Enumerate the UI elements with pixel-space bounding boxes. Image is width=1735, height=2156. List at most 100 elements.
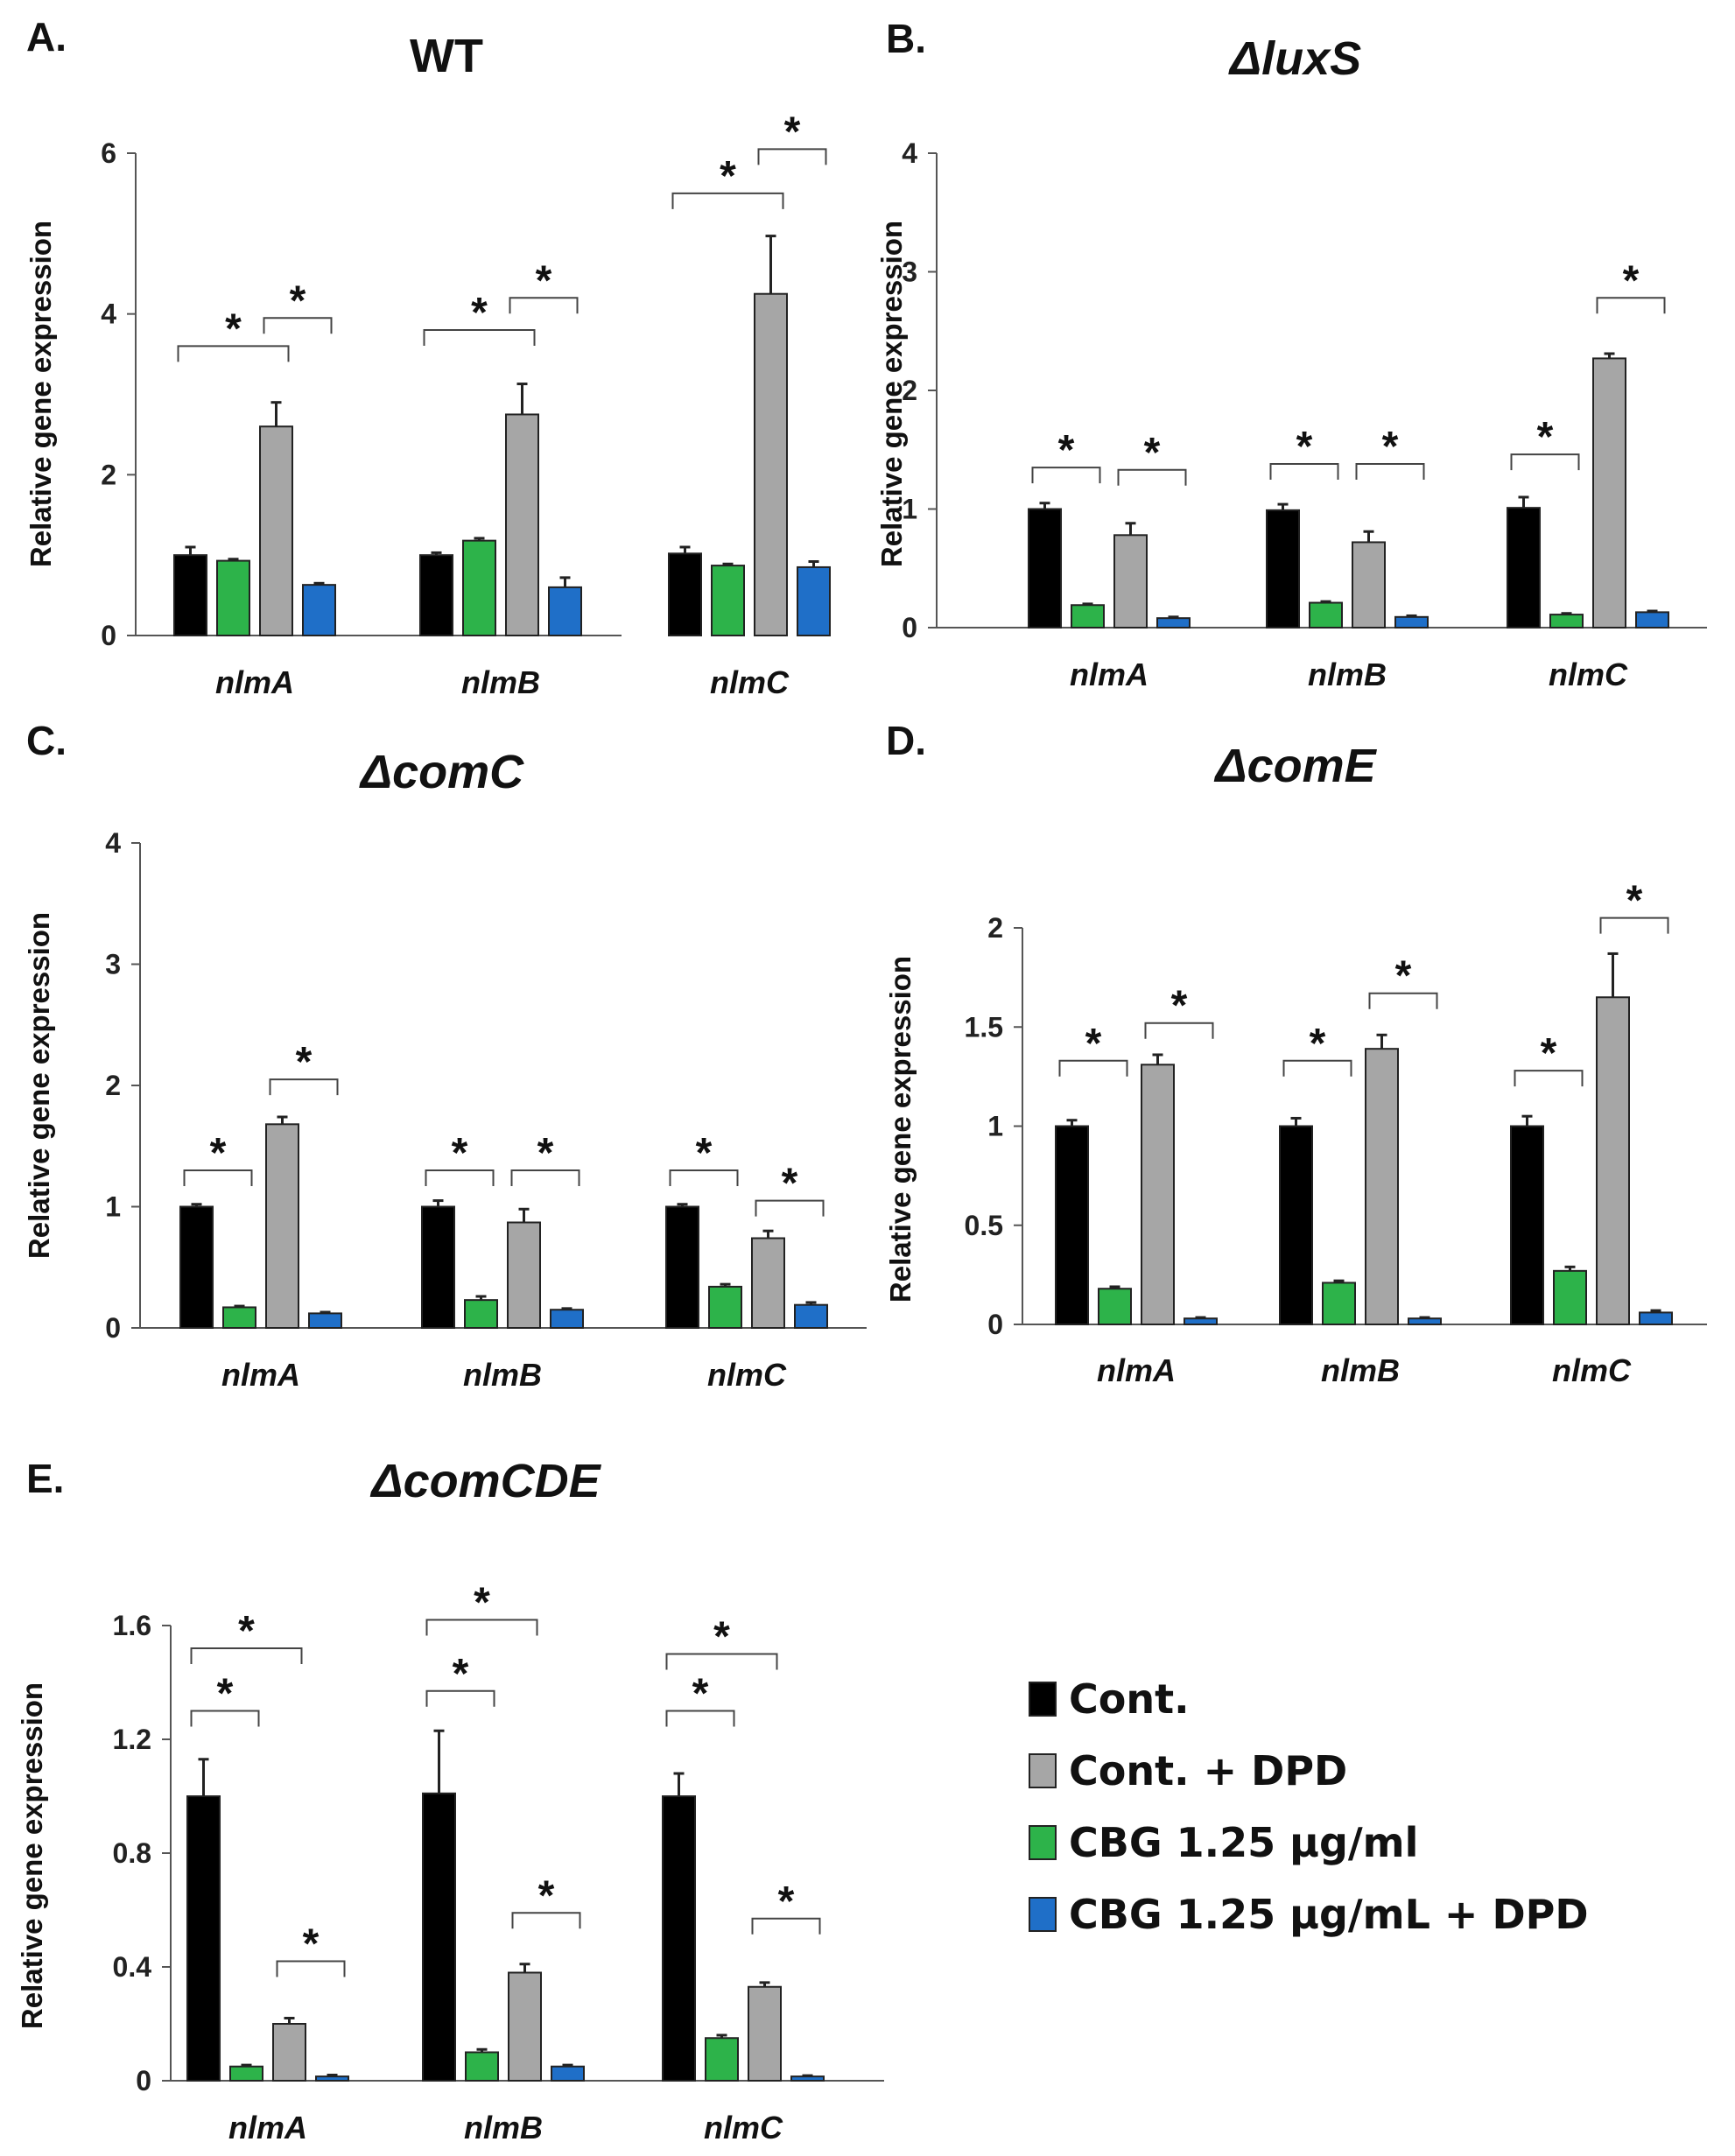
panel-d-category-label: nlmB: [1321, 1352, 1400, 1388]
panel-d-significance-star: *: [1171, 983, 1188, 1029]
panel-b-significance-star: *: [1144, 430, 1161, 476]
panel-a-bar: [173, 554, 207, 637]
panel-d-bar: [1408, 1317, 1442, 1325]
panel-e-bar: [705, 2037, 739, 2082]
panel-c-significance-star: *: [537, 1130, 554, 1176]
panel-b-significance-star: *: [1296, 424, 1313, 470]
panel-b-bar: [1352, 541, 1386, 629]
panel-b-significance-bracket: [1596, 297, 1666, 314]
panel-a-significance-star: *: [536, 257, 552, 304]
panel-d-significance-bracket: [1282, 1059, 1352, 1077]
panel-b-significance-bracket: [1031, 467, 1101, 484]
panel-b-bar: [1028, 508, 1062, 629]
panel-e-bar: [748, 1985, 782, 2082]
legend-label-cont: Cont.: [1069, 1675, 1190, 1723]
panel-e-significance-bracket: [425, 1689, 495, 1707]
panel-b-bar: [1394, 615, 1429, 629]
panel-d-bar: [1510, 1125, 1544, 1325]
panel-c-bar: [708, 1285, 742, 1330]
panel-a-bar: [711, 565, 745, 636]
panel-c-y-tick-label: 2: [105, 1070, 121, 1101]
panel-d-y-tick-label: 0: [987, 1309, 1003, 1340]
panel-c-bar: [665, 1205, 699, 1329]
panel-d-letter: D.: [886, 718, 926, 763]
panel-e-significance-bracket: [665, 1653, 778, 1670]
panel-d-significance-star: *: [1541, 1030, 1557, 1077]
panel-c-significance-bracket: [269, 1078, 339, 1096]
legend-swatch-cont-dpd: [1029, 1753, 1057, 1788]
panel-e-significance-star: *: [474, 1580, 490, 1626]
panel-d-bar: [1141, 1064, 1175, 1326]
panel-e-bar: [508, 1971, 542, 2082]
panel-c-bar: [751, 1237, 785, 1330]
panel-e-bar: [422, 1792, 456, 2082]
panel-d: D. ΔcomE Relative gene expression 0 0.5 1 1.5 2…: [884, 718, 1707, 1388]
panel-e-bar: [272, 2023, 306, 2082]
panel-b-significance-bracket: [1269, 463, 1339, 481]
legend-label-cont-dpd: Cont. + DPD: [1069, 1747, 1348, 1794]
panel-b-bar: [1549, 614, 1584, 629]
panel-c-significance-bracket: [510, 1169, 580, 1186]
panel-e-significance-star: *: [778, 1879, 795, 1925]
panel-a-bar: [797, 565, 831, 636]
panel-d-significance-bracket: [1514, 1070, 1584, 1087]
panel-a-significance-star: *: [784, 109, 801, 155]
panel-a-title: WT: [410, 30, 483, 82]
panel-a-letter: A.: [26, 14, 67, 60]
panel-e-category-label: nlmB: [464, 2110, 543, 2145]
panel-a-significance-bracket: [757, 148, 827, 165]
panel-b-y-tick-label: 0: [902, 612, 917, 643]
panel-e-ylabel: Relative gene expression: [16, 1682, 48, 2029]
panel-b-bar: [1309, 601, 1343, 629]
panel-a-category-label: nlmA: [215, 664, 294, 700]
panel-e-significance-star: *: [692, 1671, 709, 1717]
panel-b-bar: [1266, 509, 1300, 629]
panel-a-significance-star: *: [290, 277, 306, 324]
panel-e-category-label: nlmC: [704, 2110, 783, 2145]
legend-swatch-cbg-dpd: [1029, 1897, 1057, 1932]
panel-a-bar: [505, 413, 539, 637]
panel-c-significance-bracket: [669, 1169, 739, 1186]
panel-c-y-tick-label: 3: [105, 949, 121, 980]
panel-c-category-label: nlmA: [221, 1357, 300, 1393]
panel-e-bar: [662, 1795, 696, 2082]
panel-d-significance-bracket: [1599, 916, 1669, 934]
panel-d-bar: [1184, 1317, 1218, 1325]
panel-a-y-tick-label: 6: [101, 137, 116, 169]
panel-d-bar: [1639, 1311, 1673, 1326]
panel-c-significance-star: *: [296, 1039, 313, 1085]
panel-a: A. WT Relative gene expression 0 2 4 6 * * * * * * nl…: [25, 14, 831, 700]
panel-c-bar: [507, 1221, 541, 1330]
panel-d-significance-star: *: [1310, 1021, 1326, 1067]
panel-a-bar: [754, 292, 788, 636]
panel-d-y-tick-label: 2: [987, 912, 1003, 944]
panel-c-bar: [308, 1312, 342, 1330]
panel-d-bar: [1055, 1125, 1089, 1325]
panel-b-bar: [1635, 611, 1669, 629]
panel-c-significance-star: *: [210, 1130, 227, 1176]
panel-c-bar: [222, 1306, 256, 1329]
panel-e-significance-star: *: [713, 1614, 730, 1661]
panel-d-bar: [1365, 1048, 1399, 1326]
panel-a-significance-star: *: [225, 305, 242, 352]
panel-c-y-tick-label: 4: [105, 827, 121, 859]
panel-e-bar: [229, 2065, 263, 2082]
panel-b-significance-star: *: [1537, 414, 1554, 460]
panel-e-significance-star: *: [453, 1651, 469, 1697]
panel-b-significance-star: *: [1382, 424, 1399, 470]
panel-c-significance-star: *: [452, 1130, 468, 1176]
panel-a-significance-bracket: [671, 192, 784, 209]
panel-b-significance-star: *: [1623, 257, 1640, 304]
panel-d-bar: [1596, 996, 1630, 1326]
panel-c-bar: [464, 1299, 498, 1330]
legend-swatch-cbg: [1029, 1825, 1057, 1860]
panel-b-category-label: nlmB: [1308, 657, 1387, 692]
panel-c-significance-bracket: [183, 1169, 253, 1186]
panel-e-bar: [465, 2051, 499, 2082]
panel-b-letter: B.: [886, 16, 926, 61]
legend-swatch-cont: [1029, 1682, 1057, 1717]
panel-a-significance-bracket: [423, 329, 536, 347]
panel-d-significance-star: *: [1626, 878, 1643, 924]
panel-b-y-tick-label: 4: [902, 137, 917, 169]
